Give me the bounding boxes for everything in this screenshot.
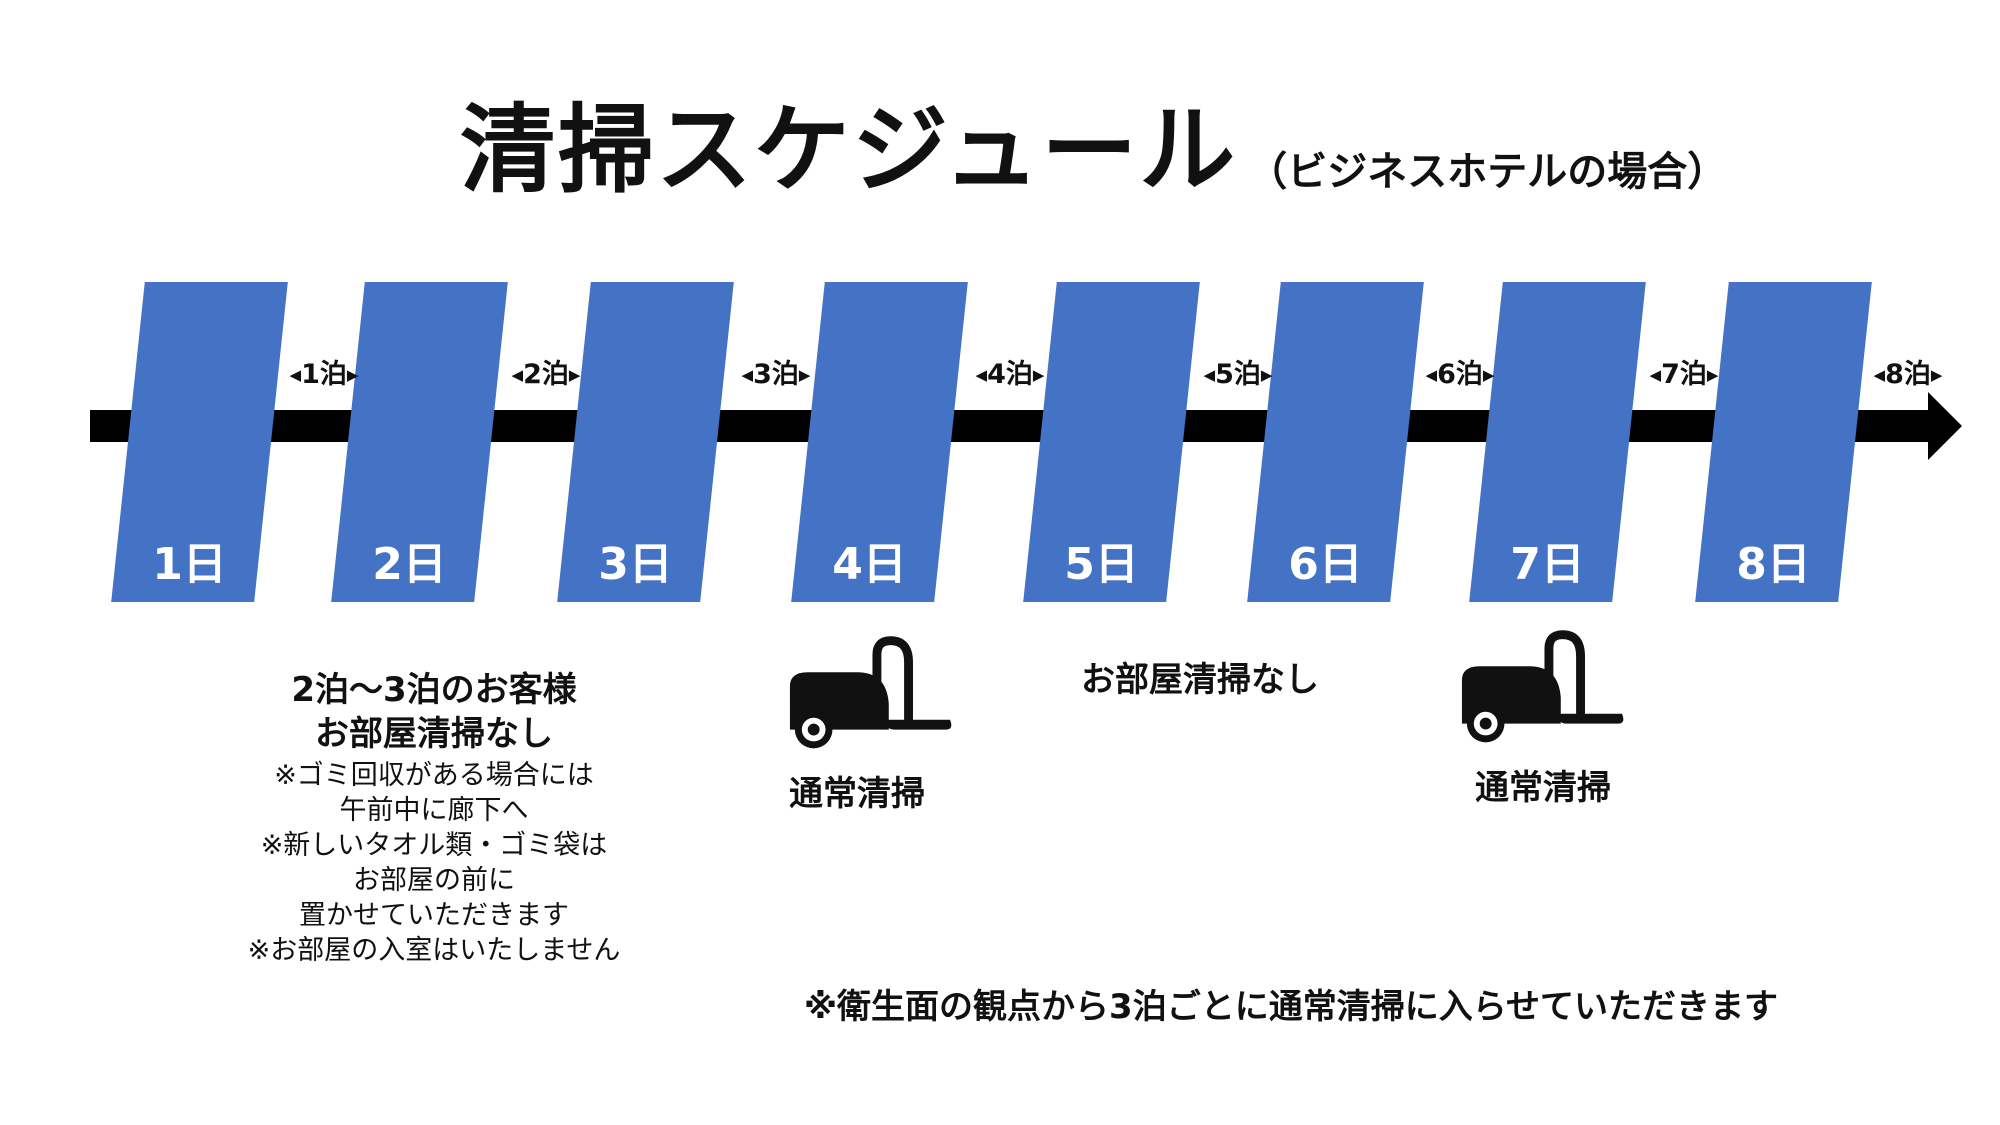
left-triangle-icon: ◀ xyxy=(1425,366,1438,384)
day-label-6: 6日 xyxy=(1288,539,1363,590)
note-detail-line: ※新しいタオル類・ゴミ袋は xyxy=(260,830,608,861)
left-triangle-icon: ◀ xyxy=(289,366,302,384)
left-triangle-icon: ◀ xyxy=(1203,366,1216,384)
night-marker-8: ◀8泊▶ xyxy=(1862,358,1954,392)
right-triangle-icon: ▶ xyxy=(798,366,811,384)
note-detail-line: お部屋の前に xyxy=(353,865,515,896)
night-marker-5: ◀5泊▶ xyxy=(1192,358,1284,392)
night-marker-1: ◀1泊▶ xyxy=(278,358,370,392)
night-marker-4: ◀4泊▶ xyxy=(964,358,1056,392)
night-label: 1泊 xyxy=(301,359,347,390)
night-label: 2泊 xyxy=(523,359,569,390)
note-detail-line: 置かせていただきます xyxy=(299,900,569,931)
title-subtitle: （ビジネスホテルの場合） xyxy=(1247,149,1728,195)
right-triangle-icon: ▶ xyxy=(1032,366,1045,384)
note-day7-label: 通常清掃 xyxy=(1475,768,1611,808)
note-day4-label: 通常清掃 xyxy=(789,774,925,814)
night-label: 6泊 xyxy=(1437,359,1483,390)
note-stay-2-3: 2泊～3泊のお客様 お部屋清掃なし ※ゴミ回収がある場合には 午前中に廊下へ ※… xyxy=(219,668,649,968)
day-label-4: 4日 xyxy=(832,539,907,590)
left-triangle-icon: ◀ xyxy=(741,366,754,384)
left-triangle-icon: ◀ xyxy=(975,366,988,384)
day-label-7: 7日 xyxy=(1510,539,1585,590)
day-label-1: 1日 xyxy=(152,539,227,590)
night-label: 5泊 xyxy=(1215,359,1261,390)
right-triangle-icon: ▶ xyxy=(346,366,359,384)
footer-note: ※衛生面の観点から3泊ごとに通常清掃に入らせていただきます xyxy=(804,987,1779,1027)
note-day5-6-label: お部屋清掃なし xyxy=(1081,660,1319,700)
left-triangle-icon: ◀ xyxy=(1873,366,1886,384)
right-triangle-icon: ▶ xyxy=(1706,366,1719,384)
night-label: 7泊 xyxy=(1661,359,1707,390)
right-triangle-icon: ▶ xyxy=(1260,366,1273,384)
note-detail-line: 午前中に廊下へ xyxy=(339,795,529,826)
day-label-2: 2日 xyxy=(372,539,447,590)
note-detail-line: ※ゴミ回収がある場合には xyxy=(274,760,594,791)
night-label: 4泊 xyxy=(987,359,1033,390)
day-label-8: 8日 xyxy=(1736,539,1811,590)
night-marker-7: ◀7泊▶ xyxy=(1638,358,1730,392)
right-triangle-icon: ▶ xyxy=(1482,366,1495,384)
day-label-3: 3日 xyxy=(598,539,673,590)
night-marker-3: ◀3泊▶ xyxy=(730,358,822,392)
right-triangle-icon: ▶ xyxy=(1930,366,1943,384)
night-label: 8泊 xyxy=(1885,359,1931,390)
page-title: 清掃スケジュール （ビジネスホテルの場合） xyxy=(460,88,1727,198)
day-label-5: 5日 xyxy=(1064,539,1139,590)
night-marker-2: ◀2泊▶ xyxy=(500,358,592,392)
note-detail-line: ※お部屋の入室はいたしません xyxy=(247,935,621,966)
vacuum-cleaner-icon xyxy=(1461,630,1624,743)
right-triangle-icon: ▶ xyxy=(568,366,581,384)
title-main: 清掃スケジュール xyxy=(460,94,1238,206)
night-marker-6: ◀6泊▶ xyxy=(1414,358,1506,392)
note-heading-line: お部屋清掃なし xyxy=(315,714,553,754)
left-triangle-icon: ◀ xyxy=(511,366,524,384)
timeline-arrow-head xyxy=(1928,392,1962,460)
left-triangle-icon: ◀ xyxy=(1649,366,1662,384)
note-heading-line: 2泊～3泊のお客様 xyxy=(291,670,577,710)
night-label: 3泊 xyxy=(753,359,799,390)
vacuum-cleaner-icon xyxy=(789,636,952,749)
